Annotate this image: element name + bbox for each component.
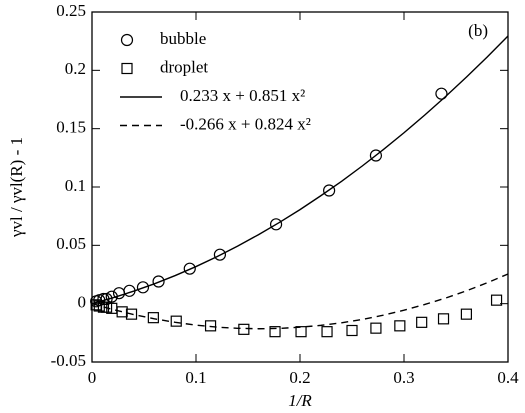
data-point bbox=[460, 308, 472, 320]
data-point bbox=[323, 184, 336, 197]
legend-marker bbox=[120, 33, 134, 47]
data-point bbox=[183, 262, 196, 275]
data-point bbox=[238, 323, 250, 335]
y-tick-label: 0.2 bbox=[65, 59, 86, 78]
x-tick-label: 0.1 bbox=[185, 368, 206, 387]
y-tick-label: 0.25 bbox=[56, 1, 86, 20]
data-point bbox=[490, 294, 503, 306]
legend-label: bubble bbox=[160, 29, 206, 48]
data-point bbox=[394, 320, 406, 332]
fit-line bbox=[91, 273, 509, 330]
y-tick-label: -0.05 bbox=[51, 351, 86, 370]
data-point bbox=[370, 322, 382, 334]
y-tick-label: 0.05 bbox=[56, 234, 86, 253]
data-point bbox=[295, 326, 307, 338]
fit-line bbox=[91, 35, 509, 305]
data-point bbox=[125, 308, 138, 320]
data-point bbox=[269, 218, 283, 231]
y-tick-label: 0.1 bbox=[65, 176, 86, 195]
data-point bbox=[346, 324, 358, 337]
data-point bbox=[116, 306, 128, 318]
data-point bbox=[269, 326, 281, 338]
y-axis-label: γvl / γvl(R) - 1 bbox=[7, 137, 26, 238]
data-point bbox=[170, 315, 182, 327]
data-point bbox=[136, 281, 150, 294]
legend-marker bbox=[121, 62, 133, 75]
x-tick-label: 0.4 bbox=[497, 368, 519, 387]
plot-frame bbox=[91, 11, 509, 363]
data-point bbox=[321, 326, 333, 338]
data-point bbox=[437, 313, 450, 325]
y-tick-label: 0.15 bbox=[56, 118, 86, 137]
data-point bbox=[369, 149, 383, 162]
data-point bbox=[204, 320, 217, 332]
x-tick-label: 0.3 bbox=[393, 368, 414, 387]
data-point bbox=[435, 87, 448, 100]
data-point bbox=[152, 275, 165, 288]
x-axis-label: 1/R bbox=[288, 391, 312, 410]
x-tick-label: 0 bbox=[88, 368, 97, 387]
data-point bbox=[416, 316, 428, 328]
legend-label: 0.233 x + 0.851 x² bbox=[180, 86, 305, 105]
x-tick-label: 0.2 bbox=[289, 368, 310, 387]
y-tick-label: 0 bbox=[78, 293, 87, 312]
legend-label: droplet bbox=[160, 57, 208, 76]
data-point bbox=[213, 248, 227, 261]
data-point bbox=[147, 312, 159, 324]
annotation: (b) bbox=[468, 21, 488, 40]
legend-label: -0.266 x + 0.824 x² bbox=[180, 114, 311, 133]
